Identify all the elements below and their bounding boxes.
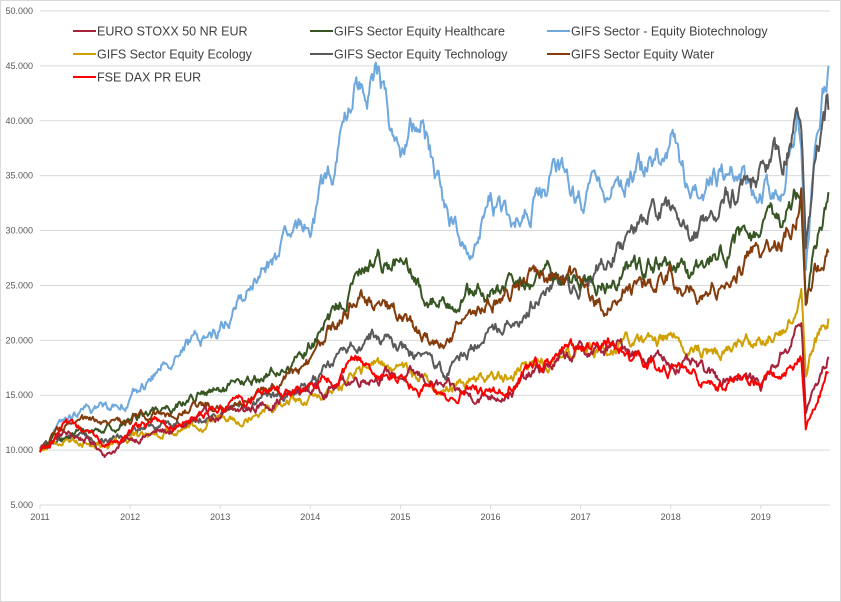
x-tick-label: 2013 bbox=[210, 512, 230, 522]
y-tick-label: 45.000 bbox=[5, 61, 33, 71]
y-axis-tick-labels: 5.000 10.000 15.000 20.000 25.000 30.000 35.00… bbox=[5, 6, 33, 510]
y-tick-label: 25.000 bbox=[5, 280, 33, 290]
series-lines bbox=[39, 61, 830, 458]
x-tick-label: 2018 bbox=[661, 512, 681, 522]
x-tick-label: 2011 bbox=[30, 512, 49, 522]
x-tick-label: 2014 bbox=[300, 512, 320, 522]
legend-item: GIFS Sector - Equity Biotechnology bbox=[547, 25, 768, 39]
x-tick-label: 2016 bbox=[480, 512, 500, 522]
legend-label: GIFS Sector Equity Water bbox=[571, 48, 714, 62]
legend-item: GIFS Sector Equity Technology bbox=[310, 48, 508, 62]
y-tick-label: 10.000 bbox=[5, 445, 33, 455]
y-tick-label: 30.000 bbox=[5, 226, 33, 236]
legend-item: EURO STOXX 50 NR EUR bbox=[73, 25, 248, 39]
y-tick-label: 50.000 bbox=[5, 6, 33, 16]
x-tick-label: 2019 bbox=[751, 512, 771, 522]
y-tick-label: 5.000 bbox=[10, 500, 33, 510]
x-tick-label: 2017 bbox=[571, 512, 591, 522]
legend-item: GIFS Sector Equity Water bbox=[547, 48, 714, 62]
legend-label: GIFS Sector - Equity Biotechnology bbox=[571, 25, 768, 39]
series-line-gifs-sector-equity-biotechnology bbox=[39, 61, 830, 449]
x-tick-label: 2012 bbox=[120, 512, 140, 522]
y-tick-label: 40.000 bbox=[5, 116, 33, 126]
legend-label: GIFS Sector Equity Technology bbox=[334, 48, 508, 62]
y-tick-label: 35.000 bbox=[5, 171, 33, 181]
series-line-gifs-sector-equity-water bbox=[39, 187, 830, 453]
series-line-fse-dax-pr-eur bbox=[39, 337, 830, 453]
legend-label: GIFS Sector Equity Ecology bbox=[97, 48, 253, 62]
legend-label: EURO STOXX 50 NR EUR bbox=[97, 25, 248, 39]
x-tick-label: 2015 bbox=[390, 512, 410, 522]
legend-item: GIFS Sector Equity Ecology bbox=[73, 48, 253, 62]
legend-item: GIFS Sector Equity Healthcare bbox=[310, 25, 505, 39]
series-line-gifs-sector-equity-healthcare bbox=[39, 188, 830, 450]
legend-label: FSE DAX PR EUR bbox=[97, 71, 201, 85]
y-tick-label: 20.000 bbox=[5, 335, 33, 345]
legend: EURO STOXX 50 NR EUR GIFS Sector Equity H… bbox=[73, 25, 768, 85]
legend-item: FSE DAX PR EUR bbox=[73, 71, 201, 85]
legend-label: GIFS Sector Equity Healthcare bbox=[334, 25, 505, 39]
y-tick-label: 15.000 bbox=[5, 390, 33, 400]
x-axis-tick-labels: 2011 2012 2013 2014 2015 2016 2017 2018 2019 bbox=[30, 505, 771, 522]
